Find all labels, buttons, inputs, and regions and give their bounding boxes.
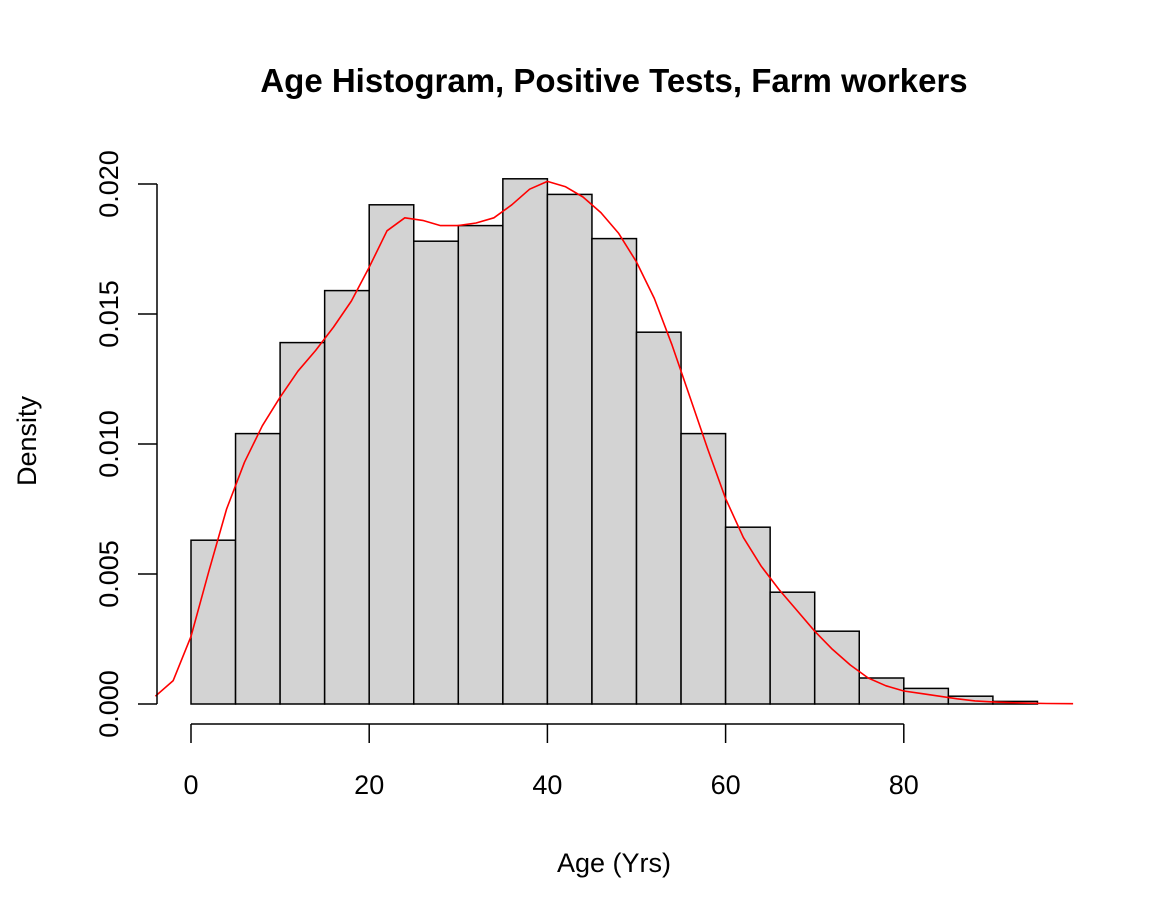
x-axis-label: Age (Yrs) bbox=[557, 848, 671, 878]
x-tick-label: 80 bbox=[889, 770, 919, 800]
y-tick-label: 0.005 bbox=[94, 540, 124, 608]
histogram-bar bbox=[635, 331, 682, 705]
x-tick-label: 20 bbox=[354, 770, 384, 800]
histogram-bar bbox=[769, 591, 816, 705]
histogram-bar bbox=[234, 432, 281, 705]
histogram-bar bbox=[323, 289, 370, 705]
histogram-bar bbox=[813, 630, 861, 705]
histogram-bar bbox=[368, 204, 415, 705]
histogram-bars bbox=[190, 178, 1039, 705]
histogram-bar bbox=[858, 677, 905, 705]
chart-title: Age Histogram, Positive Tests, Farm work… bbox=[260, 62, 967, 99]
histogram-bar bbox=[502, 178, 549, 705]
density-curve bbox=[154, 180, 1074, 705]
x-tick-label: 60 bbox=[711, 770, 741, 800]
histogram-bar bbox=[457, 224, 504, 705]
x-tick-label: 40 bbox=[532, 770, 562, 800]
x-axis: 0 20 40 60 80 bbox=[183, 723, 919, 800]
y-tick-label: 0.020 bbox=[94, 150, 124, 218]
y-axis-label: Density bbox=[12, 395, 42, 486]
histogram-bar bbox=[279, 341, 326, 705]
histogram-bar bbox=[546, 193, 593, 705]
x-tick-label: 0 bbox=[183, 770, 198, 800]
histogram-bar bbox=[680, 432, 727, 705]
y-tick-label: 0.015 bbox=[94, 280, 124, 348]
y-tick-label: 0.000 bbox=[94, 670, 124, 738]
y-axis: 0.000 0.005 0.010 0.015 0.020 bbox=[94, 150, 158, 738]
histogram-bar bbox=[190, 539, 237, 705]
y-tick-label: 0.010 bbox=[94, 410, 124, 478]
histogram-bar bbox=[724, 526, 771, 705]
density-curve-group bbox=[154, 180, 1074, 705]
histogram-bar bbox=[413, 240, 460, 705]
histogram-bar bbox=[591, 237, 638, 705]
